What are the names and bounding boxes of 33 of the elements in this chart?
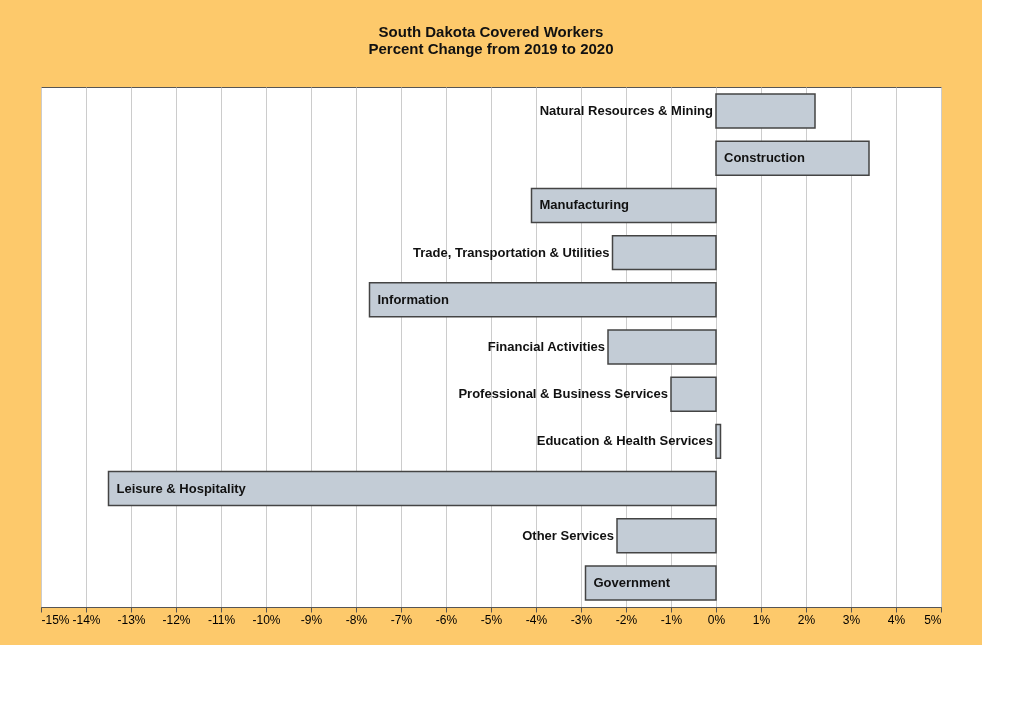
x-tick-label: 3% bbox=[842, 612, 861, 627]
y-tick-label: Education & Health Services bbox=[536, 433, 713, 449]
x-tick-label: -1% bbox=[660, 612, 683, 627]
x-tick-label: 2% bbox=[797, 612, 816, 627]
x-tick-label: -2% bbox=[615, 612, 638, 627]
x-tick-label: -13% bbox=[117, 612, 146, 627]
chart-title: South Dakota Covered Workers Percent Change from 2019 to 2020 bbox=[368, 23, 614, 57]
y-tick-label: Information bbox=[377, 291, 450, 307]
y-tick-label: Construction bbox=[724, 150, 805, 166]
x-tick-label: -5% bbox=[480, 612, 503, 627]
x-tick-label: 0% bbox=[707, 612, 726, 627]
x-tick-label: 1% bbox=[752, 612, 771, 627]
x-tick-label: -3% bbox=[570, 612, 593, 627]
y-tick-label: Natural Resources & Mining bbox=[539, 103, 714, 119]
x-tick-label: 5% bbox=[924, 612, 942, 627]
x-tick-label: -10% bbox=[252, 612, 281, 627]
y-tick-label: Other Services bbox=[522, 527, 614, 543]
y-tick-label: Leisure & Hospitality bbox=[116, 480, 247, 496]
y-tick-label: Manufacturing bbox=[539, 197, 630, 213]
x-tick-label: -12% bbox=[162, 612, 191, 627]
x-tick-label: -8% bbox=[345, 612, 368, 627]
x-tick-label: -7% bbox=[390, 612, 413, 627]
y-tick-label: Trade, Transportation & Utilities bbox=[413, 244, 610, 260]
x-tick-label: -11% bbox=[207, 612, 236, 627]
y-tick-label: Professional & Business Services bbox=[458, 386, 668, 402]
x-tick-label: -6% bbox=[435, 612, 458, 627]
x-tick-label: 4% bbox=[887, 612, 906, 627]
y-tick-label: Financial Activities bbox=[487, 339, 605, 354]
y-tick-label: Government bbox=[593, 574, 671, 590]
x-tick-label: -14% bbox=[72, 612, 101, 627]
x-tick-label: -9% bbox=[300, 612, 323, 627]
x-tick-label: -4% bbox=[525, 612, 548, 627]
x-tick-label: -15% bbox=[41, 612, 70, 627]
